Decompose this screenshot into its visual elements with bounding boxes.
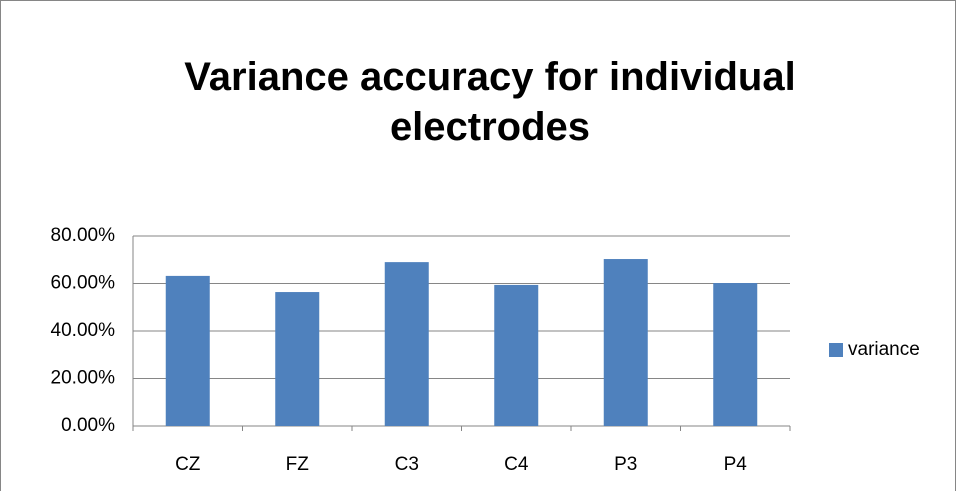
- y-tick-label: 20.00%: [51, 368, 116, 389]
- x-tick-label: CZ: [175, 454, 201, 475]
- chart-title: Variance accuracy for individual electro…: [184, 55, 796, 149]
- x-tick-label: C3: [395, 454, 419, 475]
- y-tick-label: 0.00%: [61, 415, 115, 436]
- bar: [165, 275, 210, 426]
- legend-swatch: [829, 343, 843, 357]
- y-tick-label: 60.00%: [51, 273, 116, 294]
- legend-label: variance: [848, 339, 920, 360]
- x-tick-label: P4: [724, 454, 748, 475]
- bar: [275, 292, 320, 426]
- y-tick-label: 40.00%: [51, 320, 116, 341]
- bar: [713, 283, 758, 426]
- bar: [494, 284, 539, 426]
- bar: [603, 259, 648, 426]
- x-tick-label: FZ: [286, 454, 310, 475]
- bar: [384, 262, 429, 426]
- x-tick-label: P3: [614, 454, 637, 475]
- x-tick-label: C4: [504, 454, 529, 475]
- y-tick-label: 80.00%: [51, 225, 116, 246]
